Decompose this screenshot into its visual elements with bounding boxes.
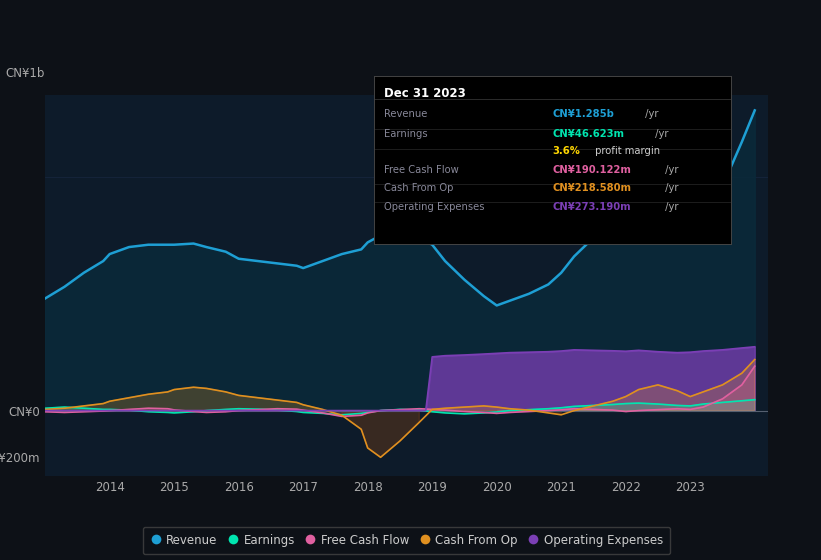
Text: profit margin: profit margin	[592, 146, 660, 156]
Text: CN¥1b: CN¥1b	[6, 67, 45, 80]
Text: Earnings: Earnings	[384, 129, 428, 139]
Text: CN¥190.122m: CN¥190.122m	[553, 165, 631, 175]
Text: 3.6%: 3.6%	[553, 146, 580, 156]
Text: /yr: /yr	[662, 183, 679, 193]
Legend: Revenue, Earnings, Free Cash Flow, Cash From Op, Operating Expenses: Revenue, Earnings, Free Cash Flow, Cash …	[143, 527, 670, 554]
Text: /yr: /yr	[662, 165, 679, 175]
Text: /yr: /yr	[642, 109, 658, 119]
Text: Revenue: Revenue	[384, 109, 428, 119]
Text: Cash From Op: Cash From Op	[384, 183, 454, 193]
Text: Operating Expenses: Operating Expenses	[384, 202, 484, 212]
Text: CN¥273.190m: CN¥273.190m	[553, 202, 631, 212]
Text: /yr: /yr	[652, 129, 668, 139]
Text: CN¥1.285b: CN¥1.285b	[553, 109, 614, 119]
Text: Dec 31 2023: Dec 31 2023	[384, 87, 466, 100]
Text: CN¥218.580m: CN¥218.580m	[553, 183, 631, 193]
Text: Free Cash Flow: Free Cash Flow	[384, 165, 459, 175]
Text: CN¥46.623m: CN¥46.623m	[553, 129, 624, 139]
Text: /yr: /yr	[662, 202, 679, 212]
